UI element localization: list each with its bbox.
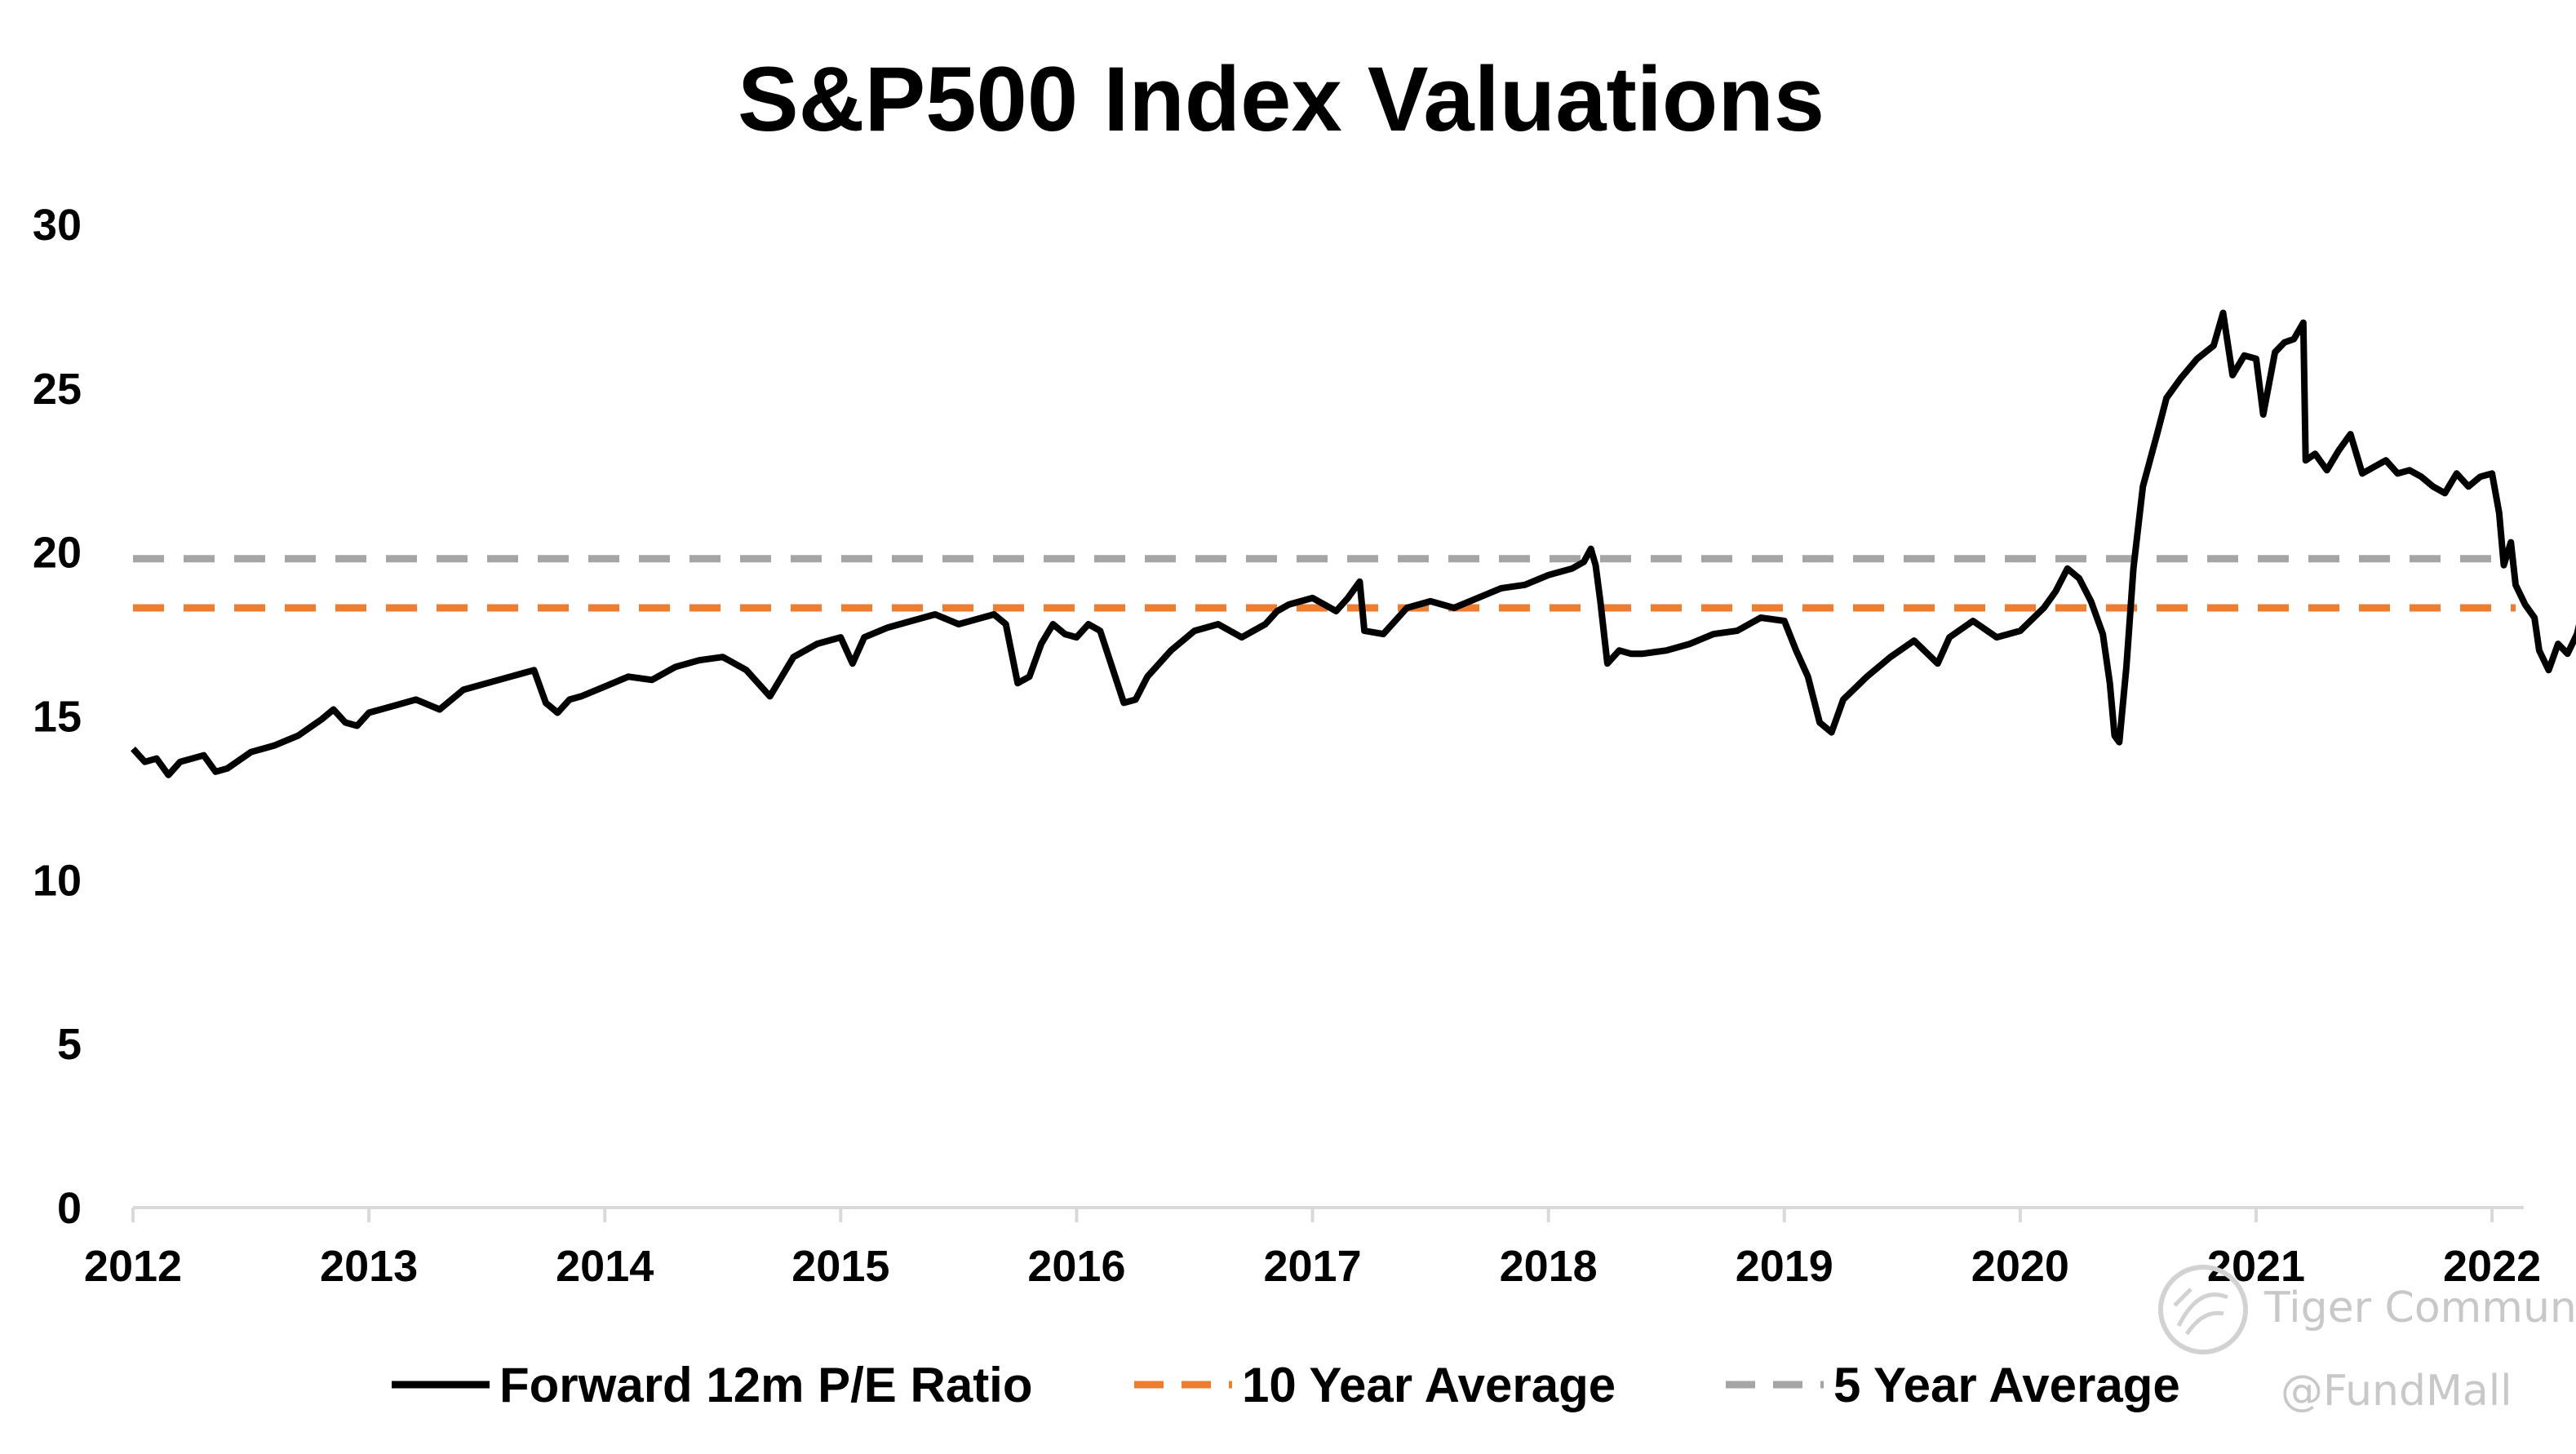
watermark: Tiger Community @FundMall <box>2158 1265 2576 1416</box>
watermark-brand: Tiger Community <box>2263 1283 2576 1332</box>
x-tick-label: 2014 <box>556 1242 654 1291</box>
average-lines <box>133 555 2516 612</box>
pe-ratio-line <box>131 309 2576 778</box>
x-tick-label: 2016 <box>1027 1242 1125 1291</box>
x-tick-label: 2017 <box>1263 1242 1361 1291</box>
y-tick-label: 5 <box>57 1020 82 1069</box>
y-tick-label: 20 <box>33 529 82 578</box>
legend-label-forward-12m-p-e-ratio: Forward 12m P/E Ratio <box>499 1358 1033 1412</box>
x-tick-label: 2020 <box>1971 1242 2069 1291</box>
y-tick-label: 30 <box>33 201 82 250</box>
x-tick-label: 2022 <box>2443 1242 2541 1291</box>
x-tick-label: 2021 <box>2207 1242 2305 1291</box>
x-tick-label: 2013 <box>320 1242 418 1291</box>
y-tick-label: 25 <box>33 365 82 414</box>
y-axis-ticks: 0 5 10 15 20 25 30 <box>33 201 82 1233</box>
series-lines <box>131 309 2576 778</box>
chart-title: S&P500 Index Valuations <box>738 48 1824 150</box>
y-tick-label: 0 <box>57 1184 82 1233</box>
x-tick-label: 2015 <box>791 1242 889 1291</box>
y-tick-label: 15 <box>33 693 82 742</box>
x-tick-label: 2019 <box>1736 1242 1833 1291</box>
x-tick-label: 2018 <box>1500 1242 1598 1291</box>
legend: Forward 12m P/E Ratio 10 Year Average 5 Ye… <box>392 1358 2180 1412</box>
watermark-handle: @FundMall <box>2281 1367 2512 1416</box>
x-tick-label: 2012 <box>84 1242 182 1291</box>
x-axis: 2012 2013 2014 2015 2016 2017 2018 2019 2020 2021… <box>84 1206 2541 1291</box>
legend-label-10-year-average: 10 Year Average <box>1242 1358 1616 1412</box>
tiger-logo-icon <box>2158 1265 2248 1354</box>
y-tick-label: 10 <box>33 856 82 905</box>
legend-label-5-year-average: 5 Year Average <box>1833 1358 2180 1412</box>
